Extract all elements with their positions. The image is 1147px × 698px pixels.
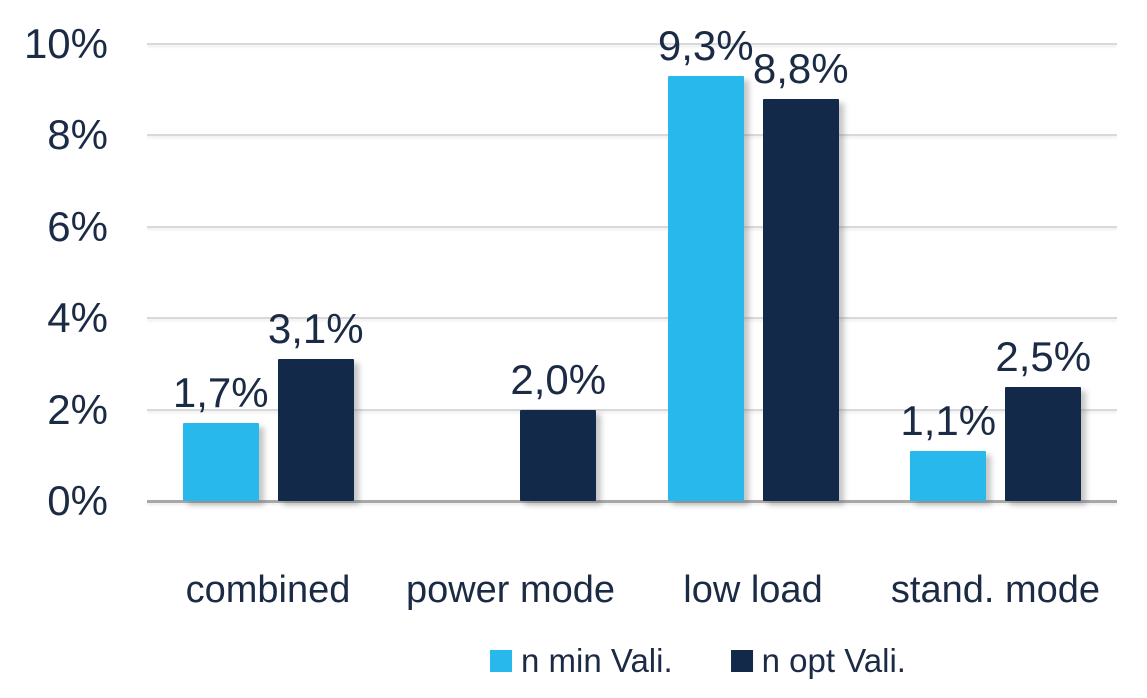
x-category-label-combined: combined <box>185 569 351 611</box>
bar-value-label: 1,1% <box>900 396 997 444</box>
bar-value-label: 1,7% <box>172 369 269 417</box>
bar-n-opt-vali--combined <box>277 359 354 501</box>
grid-line <box>147 408 1117 411</box>
x-axis-line <box>147 500 1117 503</box>
bar-value-label: 8,8% <box>752 44 849 92</box>
bar-value-label: 2,0% <box>510 355 607 403</box>
x-category-label-low-load: low load <box>683 569 823 611</box>
legend-swatch-icon <box>490 650 513 672</box>
legend-swatch-icon <box>730 650 753 672</box>
y-tick-label: 10% <box>23 20 108 67</box>
bar-n-min-vali--combined <box>182 423 259 501</box>
legend-label: n min Vali. <box>521 642 673 679</box>
y-tick-label: 4% <box>47 294 108 342</box>
x-category-label-stand-mode: stand. mode <box>890 569 1101 611</box>
bar-value-label: 9,3% <box>657 21 754 69</box>
grid-line <box>147 317 1117 320</box>
x-category-label-power-mode: power mode <box>405 569 616 611</box>
bar-value-label: 3,1% <box>267 305 364 353</box>
legend-item-n-min-vali-: n min Vali. <box>490 644 673 678</box>
y-tick-label: 2% <box>47 385 108 433</box>
y-tick-label: 0% <box>47 477 108 524</box>
legend: n min Vali. n opt Vali. <box>490 644 906 678</box>
bar-n-opt-vali--power-mode <box>520 409 597 501</box>
grid-line <box>147 134 1117 137</box>
bar-n-opt-vali--low-load <box>762 98 839 501</box>
y-tick-label: 6% <box>47 202 108 250</box>
bar-value-label: 2,5% <box>995 332 1092 380</box>
grid-line <box>147 43 1117 45</box>
legend-item-n-opt-vali-: n opt Vali. <box>730 642 906 679</box>
grid-line <box>147 225 1117 228</box>
bar-n-min-vali--low-load <box>667 75 744 501</box>
bar-n-opt-vali--stand-mode <box>1005 386 1082 501</box>
legend-label: n opt Vali. <box>761 642 906 679</box>
bar-n-min-vali--stand-mode <box>910 450 987 501</box>
y-tick-label: 8% <box>47 111 108 159</box>
